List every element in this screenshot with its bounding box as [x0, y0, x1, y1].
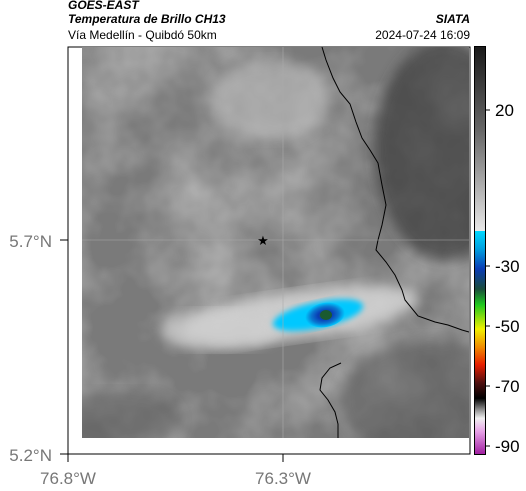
lon-label-1: 76.8°W	[40, 469, 96, 488]
organization-label: SIATA	[435, 12, 470, 26]
department-border	[321, 47, 469, 333]
colorbar: 20 -30 -50 -70 -90	[474, 46, 520, 456]
colorbar-tick-minus90: -90	[495, 437, 520, 456]
colorbar-tick-minus30: -30	[495, 257, 520, 276]
satellite-imagery: ★	[82, 47, 469, 438]
lon-label-2: 76.3°W	[255, 469, 311, 488]
colorbar-tick-20: 20	[495, 101, 514, 120]
star-marker-icon: ★	[257, 234, 269, 249]
department-border-south	[319, 362, 342, 438]
product-title: Temperatura de Brillo CH13	[68, 12, 226, 26]
colorbar-tick-minus70: -70	[495, 377, 520, 396]
datetime-label: 2024-07-24 16:09	[375, 28, 470, 42]
lat-label-1: 5.7°N	[9, 232, 52, 251]
colorbar-tick-minus50: -50	[495, 317, 520, 336]
lat-label-2: 5.2°N	[9, 446, 52, 465]
route-subtitle: Vía Medellín - Quibdó 50km	[68, 28, 217, 42]
storm-cell	[272, 299, 364, 331]
satellite-title: GOES-EAST	[68, 0, 139, 12]
